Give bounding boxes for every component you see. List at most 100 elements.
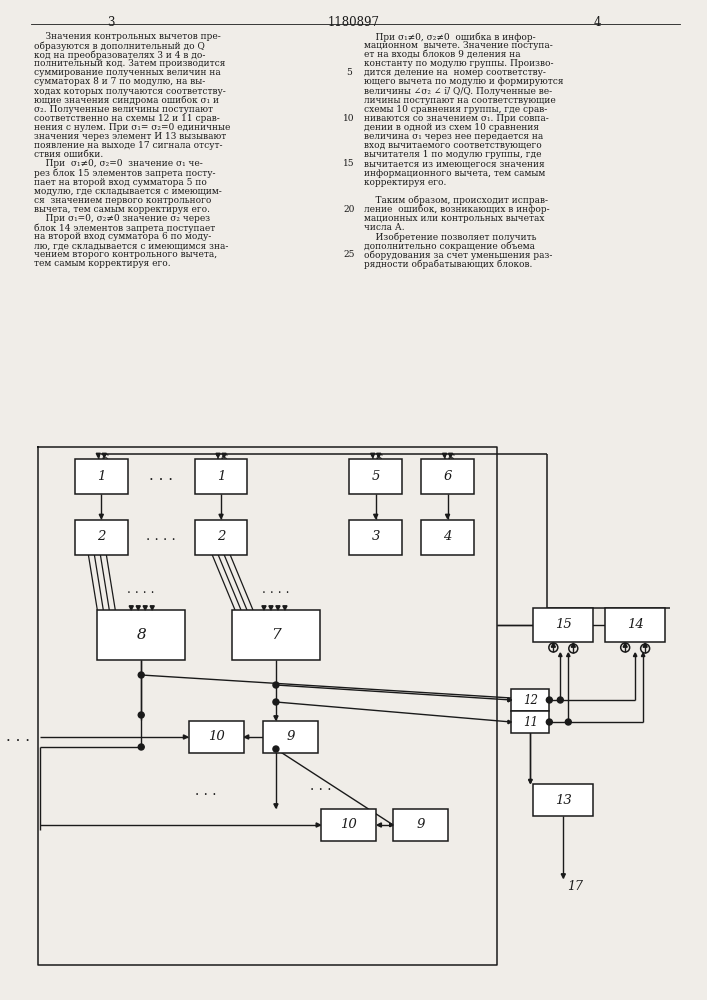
Text: Изобретение позволяет получить: Изобретение позволяет получить <box>363 232 536 242</box>
Text: ление  ошибок, возникающих в инфор-: ление ошибок, возникающих в инфор- <box>363 205 549 214</box>
Text: . . .: . . . <box>6 730 30 744</box>
Text: соответственно на схемы 12 и 11 срав-: соответственно на схемы 12 и 11 срав- <box>35 114 220 123</box>
Text: ет на входы блоков 9 деления на: ет на входы блоков 9 деления на <box>363 50 520 59</box>
Text: код на преобразователях 3 и 4 в до-: код на преобразователях 3 и 4 в до- <box>35 50 206 60</box>
Text: вход вычитаемого соответствующего: вход вычитаемого соответствующего <box>363 141 542 150</box>
Text: лю, где складывается с имеющимся зна-: лю, где складывается с имеющимся зна- <box>35 241 229 250</box>
Circle shape <box>139 672 144 678</box>
Text: 1: 1 <box>217 470 226 483</box>
Polygon shape <box>274 804 278 808</box>
Polygon shape <box>103 453 106 458</box>
Text: При  σ₁≠0, σ₂=0  значение σ₁ че-: При σ₁≠0, σ₂=0 значение σ₁ че- <box>35 159 203 168</box>
Text: . . .: . . . <box>195 784 217 798</box>
Polygon shape <box>150 606 154 610</box>
Polygon shape <box>136 606 140 610</box>
Text: нения с нулем. При σ₁= σ₂=0 единичные: нения с нулем. При σ₁= σ₂=0 единичные <box>35 123 230 132</box>
Text: личины поступают на соответствующие: личины поступают на соответствующие <box>363 96 556 105</box>
Bar <box>194 458 247 493</box>
Text: 3: 3 <box>372 530 380 544</box>
Polygon shape <box>566 653 570 656</box>
Polygon shape <box>129 606 134 610</box>
Text: При σ₁=0, σ₂≠0 значение σ₂ через: При σ₁=0, σ₂≠0 значение σ₂ через <box>35 214 211 223</box>
Polygon shape <box>559 653 562 656</box>
Text: 5: 5 <box>372 470 380 483</box>
Text: мационном  вычете. Значение поступа-: мационном вычете. Значение поступа- <box>363 41 552 50</box>
Text: 9: 9 <box>287 730 295 744</box>
Polygon shape <box>448 453 452 458</box>
Circle shape <box>273 699 279 705</box>
Bar <box>75 520 128 554</box>
Text: пает на второй вход сумматора 5 по: пает на второй вход сумматора 5 по <box>35 178 207 187</box>
Polygon shape <box>245 735 249 739</box>
Polygon shape <box>551 643 556 647</box>
Text: . . . .: . . . . <box>127 583 155 596</box>
Text: величины ∠σ₂ ∠ i/̅ Q/Q. Полученные ве-: величины ∠σ₂ ∠ i/̅ Q/Q. Полученные ве- <box>363 87 552 96</box>
Text: вычитателя 1 по модулю группы, где: вычитателя 1 по модулю группы, где <box>363 150 542 159</box>
Bar <box>533 784 593 816</box>
Bar <box>605 608 665 642</box>
Text: дится деление на  номер соответству-: дится деление на номер соответству- <box>363 68 546 77</box>
Bar <box>533 608 593 642</box>
Text: 15: 15 <box>343 159 355 168</box>
Polygon shape <box>377 453 381 458</box>
Polygon shape <box>390 823 393 827</box>
Polygon shape <box>274 716 278 720</box>
Text: 8: 8 <box>136 628 146 642</box>
Text: . . . .: . . . . <box>262 583 290 596</box>
Text: 2: 2 <box>217 530 226 544</box>
Text: 15: 15 <box>555 618 572 632</box>
Polygon shape <box>370 453 375 458</box>
Bar <box>511 711 549 733</box>
Text: ствия ошибки.: ствия ошибки. <box>35 150 104 159</box>
Bar <box>98 610 185 660</box>
Text: суммирование полученных величин на: суммирование полученных величин на <box>35 68 221 77</box>
Polygon shape <box>99 514 103 518</box>
Circle shape <box>547 697 552 703</box>
Text: 6: 6 <box>443 470 452 483</box>
Text: схемы 10 сравнения группы, где срав-: схемы 10 сравнения группы, где срав- <box>363 105 547 114</box>
Text: 16: 16 <box>440 454 455 467</box>
Text: 14: 14 <box>627 618 643 632</box>
Polygon shape <box>143 606 147 610</box>
Text: значения через элемент И 13 вызывают: значения через элемент И 13 вызывают <box>35 132 227 141</box>
Text: блок 14 элементов запрета поступает: блок 14 элементов запрета поступает <box>35 223 216 233</box>
Text: ющие значения синдрома ошибок σ₁ и: ющие значения синдрома ошибок σ₁ и <box>35 96 219 105</box>
Text: 11: 11 <box>523 716 538 728</box>
Polygon shape <box>316 823 320 827</box>
Text: вычета, тем самым корректируя его.: вычета, тем самым корректируя его. <box>35 205 211 214</box>
Polygon shape <box>183 735 187 739</box>
Text: на второй вход сумматора 6 по моду-: на второй вход сумматора 6 по моду- <box>35 232 211 241</box>
Text: 9: 9 <box>416 818 425 832</box>
Polygon shape <box>96 453 100 458</box>
Text: 12: 12 <box>523 694 538 706</box>
Text: дополнительно сокращение объема: дополнительно сокращение объема <box>363 241 534 251</box>
Polygon shape <box>508 720 511 724</box>
Text: σ₂. Полученные величины поступают: σ₂. Полученные величины поступают <box>35 105 214 114</box>
Polygon shape <box>641 653 645 656</box>
Text: модулю, где складывается с имеющим-: модулю, где складывается с имеющим- <box>35 187 222 196</box>
Polygon shape <box>443 453 447 458</box>
Text: 17: 17 <box>567 880 583 893</box>
Text: чением второго контрольного вычета,: чением второго контрольного вычета, <box>35 250 218 259</box>
Text: 2: 2 <box>97 530 105 544</box>
Text: 4: 4 <box>593 16 601 29</box>
Polygon shape <box>445 514 450 518</box>
Text: Таким образом, происходит исправ-: Таким образом, происходит исправ- <box>363 196 548 205</box>
Bar <box>264 721 318 753</box>
Text: . . .: . . . <box>310 779 332 793</box>
Text: вычитается из имеющегося значения: вычитается из имеющегося значения <box>363 159 544 168</box>
Text: ниваются со значением σ₁. При совпа-: ниваются со значением σ₁. При совпа- <box>363 114 549 123</box>
Polygon shape <box>222 453 226 458</box>
Text: рез блок 15 элементов запрета посту-: рез блок 15 элементов запрета посту- <box>35 168 216 178</box>
Circle shape <box>566 719 571 725</box>
Text: 13: 13 <box>555 794 572 806</box>
Bar <box>194 520 247 554</box>
Circle shape <box>557 697 563 703</box>
Bar <box>189 721 243 753</box>
Polygon shape <box>216 453 220 458</box>
Polygon shape <box>643 643 647 647</box>
Polygon shape <box>276 606 280 610</box>
Bar <box>232 610 320 660</box>
Polygon shape <box>283 606 287 610</box>
Text: тем самым корректируя его.: тем самым корректируя его. <box>35 259 171 268</box>
